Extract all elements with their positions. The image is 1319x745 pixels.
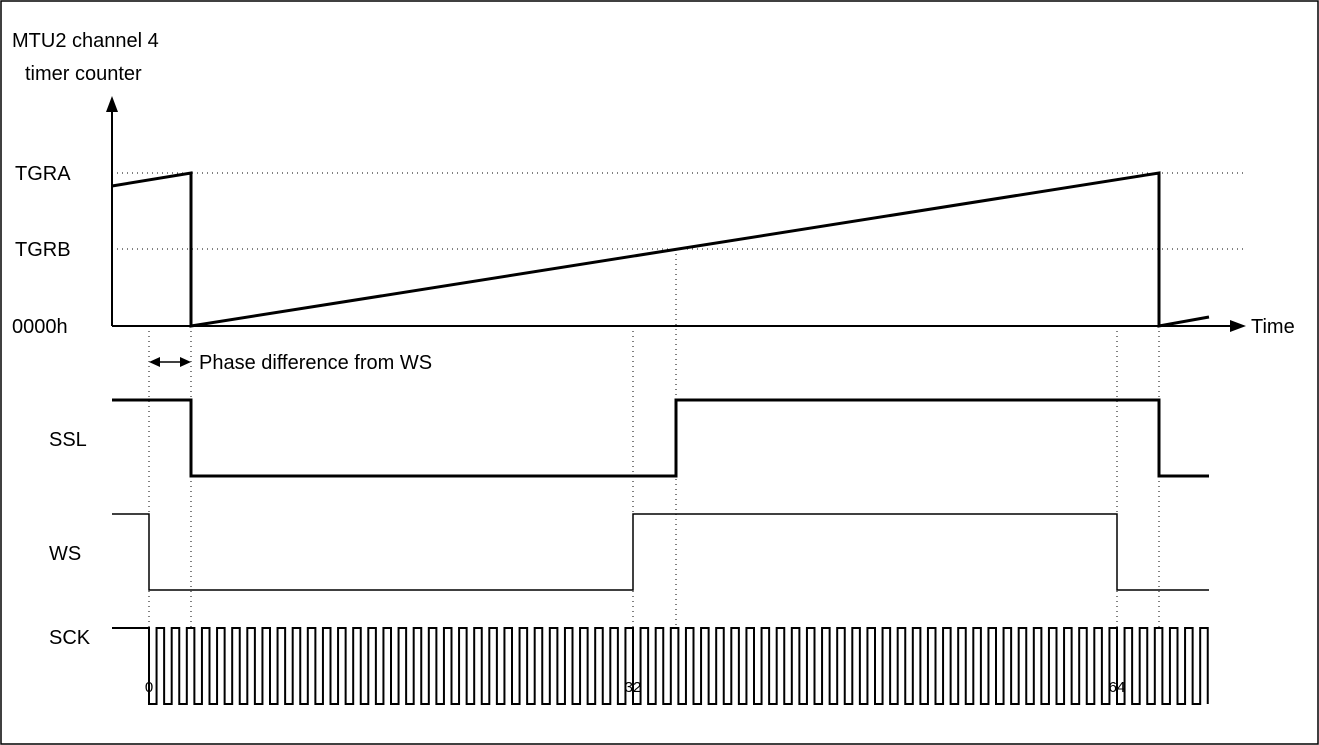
level-label-tgra: TGRA	[15, 163, 71, 185]
x-axis-arrowhead	[1230, 320, 1246, 332]
phase-arrowhead-left	[149, 357, 160, 367]
signal-label-ssl: SSL	[49, 429, 87, 451]
level-label-tgrb: TGRB	[15, 239, 71, 261]
y-axis-label-line2: timer counter	[25, 63, 142, 85]
sck-waveform	[112, 627, 1209, 705]
y-axis-label-line1: MTU2 channel 4	[12, 30, 159, 52]
ssl-waveform	[112, 398, 1209, 478]
phase-difference-label: Phase difference from WS	[199, 352, 432, 374]
ws-waveform	[112, 513, 1209, 591]
level-label-zero: 0000h	[12, 316, 68, 338]
sck-clock-path	[112, 627, 1209, 705]
sck-count-32: 32	[625, 679, 642, 696]
signal-label-ws: WS	[49, 543, 81, 565]
y-axis-arrowhead	[106, 96, 118, 112]
phase-arrowhead-right	[180, 357, 191, 367]
sck-count-64: 64	[1109, 679, 1126, 696]
x-axis-label: Time	[1251, 316, 1295, 338]
sck-count-0: 0	[145, 679, 153, 696]
signal-label-sck: SCK	[49, 627, 91, 649]
timer-counter-waveform	[111, 171, 1210, 328]
